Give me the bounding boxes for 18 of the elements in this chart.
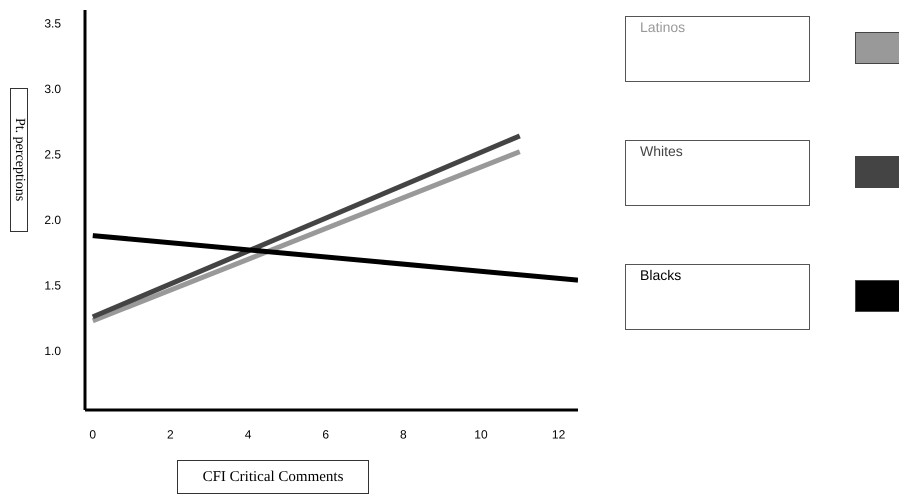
x-tick-label: 2	[167, 428, 174, 442]
x-axis-title: CFI Critical Comments	[202, 468, 344, 486]
y-tick-label: 2.5	[44, 148, 62, 162]
y-tick-label: 2.0	[44, 213, 62, 228]
y-tick-label: 1.0	[44, 344, 62, 358]
y-tick-label: 3.0	[44, 82, 62, 96]
y-axis-title: Pt. perceptions	[11, 118, 27, 202]
x-tick-label: 8	[400, 428, 407, 442]
y-tick-label: 1.5	[44, 278, 62, 293]
y-tick-label: 3.5	[44, 16, 62, 30]
text: Blacks	[640, 267, 682, 283]
x-tick-label: 10	[474, 428, 488, 442]
x-tick-label: 6	[322, 428, 330, 442]
x-tick-label: 4	[244, 428, 252, 442]
x-tick-label: 12	[552, 428, 566, 442]
text: Whites	[640, 143, 683, 159]
text: Latinos	[640, 19, 686, 35]
x-tick-label: 0	[89, 428, 96, 442]
